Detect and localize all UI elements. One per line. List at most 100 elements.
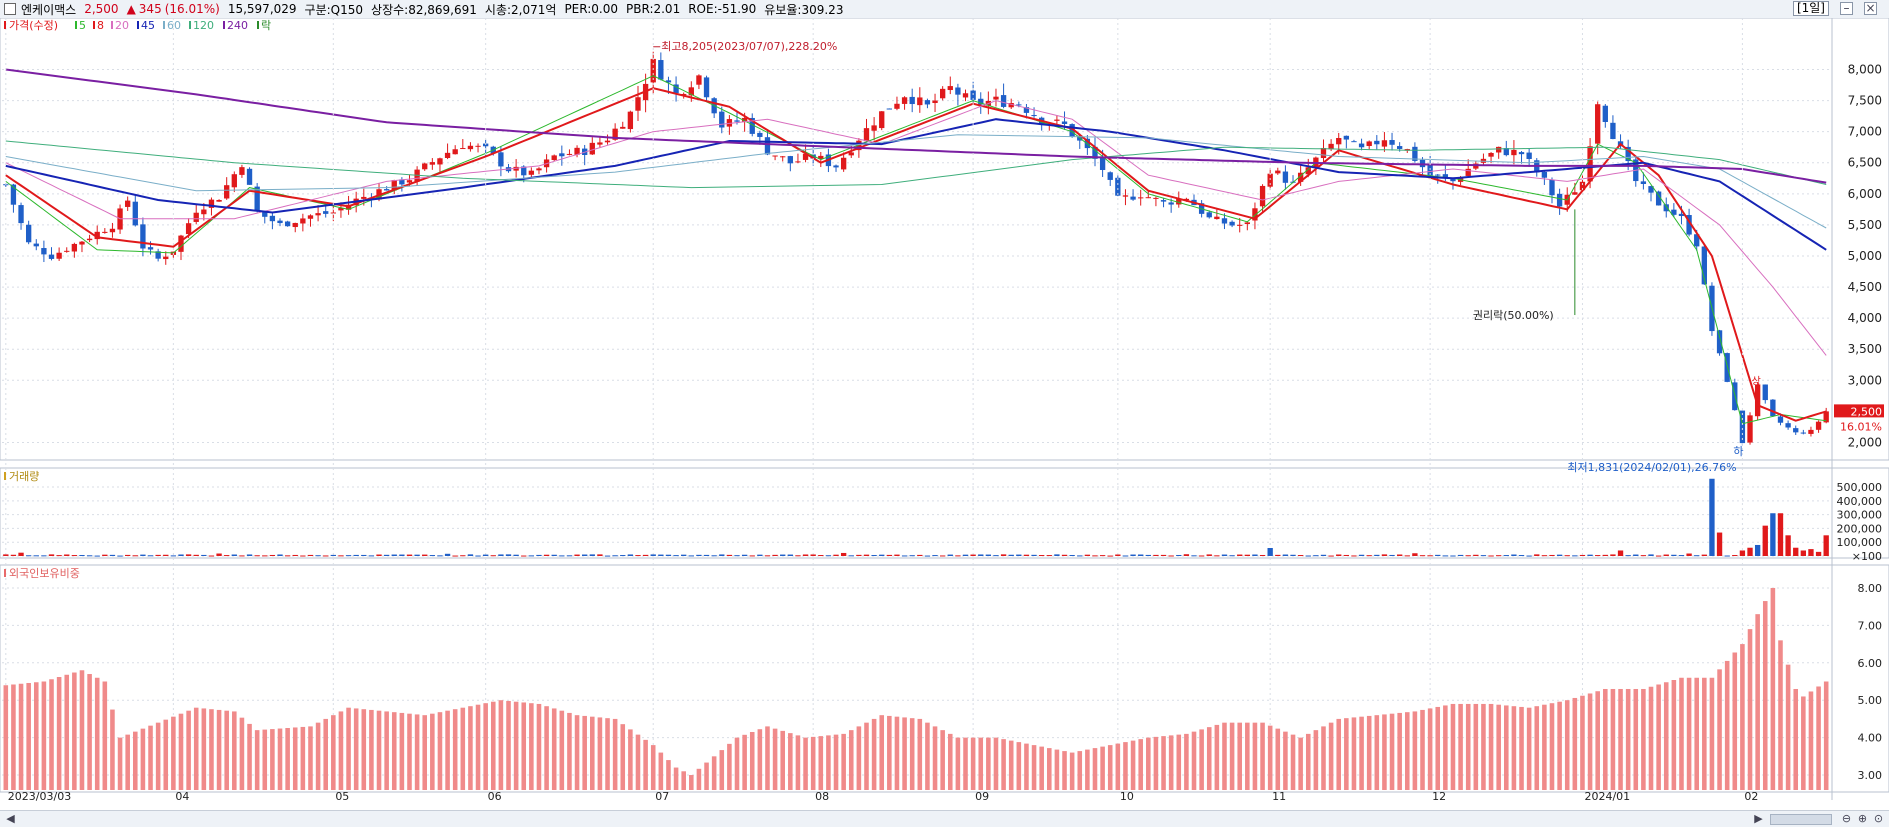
candle-body: [932, 100, 938, 104]
foreign-bar: [26, 682, 31, 790]
foreign-bar: [765, 726, 770, 790]
volume-bar: [741, 554, 748, 556]
candle-body: [1153, 197, 1159, 199]
candle-body: [1138, 197, 1144, 199]
candle-body: [726, 119, 733, 127]
foreign-bar: [1176, 734, 1182, 790]
foreign-bar: [331, 715, 336, 790]
volume-bar: [886, 554, 893, 556]
candle-body: [1237, 224, 1243, 226]
period-button[interactable]: [1일]: [1792, 1, 1829, 16]
bottom-scrollbar[interactable]: ◀ ▶ ⊖ ⊕ ⊙: [0, 810, 1889, 827]
close-icon[interactable]: ×: [1864, 1, 1877, 15]
candle-body: [665, 80, 672, 83]
foreign-bar: [1321, 726, 1326, 790]
scroll-right-icon[interactable]: ▶: [1754, 812, 1763, 825]
foreign-bar: [1511, 706, 1517, 790]
volume-bar: [117, 555, 123, 557]
volume-bar: [1404, 555, 1410, 557]
foreign-bar: [1740, 644, 1745, 790]
candle-body: [1016, 104, 1022, 106]
volume-bar: [1237, 554, 1243, 556]
volume-bar: [703, 554, 710, 556]
candle-body: [361, 196, 367, 199]
foreign-bar: [1762, 601, 1768, 790]
candle-body: [1526, 152, 1532, 159]
candle-body: [10, 184, 17, 205]
foreign-bar: [1671, 680, 1677, 790]
candle-body: [216, 199, 222, 202]
candle-body: [1655, 191, 1662, 206]
candle-body: [696, 75, 702, 85]
minimize-icon[interactable]: –: [1840, 2, 1853, 15]
foreign-bar: [1229, 722, 1235, 790]
candle-body: [589, 142, 595, 155]
volume-bar: [224, 555, 230, 557]
zoom-reset-icon[interactable]: ⊙: [1873, 812, 1884, 825]
foreign-bar: [1816, 686, 1821, 790]
foreign-bar: [826, 735, 831, 790]
volume-bar: [1427, 555, 1433, 557]
volume-bar: [1206, 554, 1212, 556]
checkbox[interactable]: [4, 3, 16, 15]
foreign-bar: [1663, 682, 1669, 790]
volume-bar: [1709, 478, 1715, 556]
scroll-left-icon[interactable]: ◀: [6, 812, 15, 825]
price-tick-label: 5,500: [1848, 218, 1882, 232]
candle-body: [1602, 105, 1608, 122]
candle-body: [1389, 140, 1395, 145]
foreign-bar: [1618, 688, 1623, 790]
volume-bar: [894, 554, 900, 556]
foreign-bar: [1168, 735, 1174, 790]
volume-bar: [1457, 554, 1464, 556]
volume-bar: [955, 555, 961, 557]
foreign-bar: [1473, 703, 1479, 790]
volume-bar: [277, 554, 283, 556]
candle-body: [1206, 212, 1212, 218]
volume-bar: [1153, 554, 1159, 556]
volume-bar: [1008, 554, 1014, 556]
candle-body: [1061, 121, 1068, 124]
volume-bar: [1077, 555, 1083, 557]
foreign-bar: [490, 701, 496, 790]
market-code: 구분:Q150: [304, 2, 364, 17]
foreign-bar: [361, 709, 367, 790]
volume-bar: [932, 555, 938, 557]
stock-name[interactable]: 엔케이맥스: [21, 2, 77, 17]
volume-bar: [1343, 554, 1350, 556]
foreign-bar: [1770, 587, 1776, 790]
volume-bar: [1412, 553, 1418, 556]
price-tick-label: 3,000: [1848, 373, 1882, 387]
candle-body: [604, 140, 611, 143]
foreign-bar: [193, 707, 199, 790]
volume-bar: [1031, 554, 1037, 556]
volume-bar: [871, 555, 877, 557]
candle-body: [703, 77, 710, 98]
foreign-bar: [1199, 729, 1204, 790]
foreign-bar: [56, 677, 62, 790]
foreign-bar: [1359, 716, 1364, 790]
candle-body: [1785, 423, 1791, 428]
volume-bar: [818, 555, 824, 557]
scroll-thumb[interactable]: [1770, 814, 1832, 825]
candle-body: [246, 168, 253, 185]
candle-body: [1473, 163, 1479, 169]
candle-body: [406, 180, 413, 183]
candle-body: [1374, 140, 1380, 145]
foreign-bar: [1267, 725, 1273, 790]
foreign-bar: [970, 737, 976, 790]
volume-bar: [1092, 555, 1098, 557]
volume-bar: [1198, 555, 1205, 557]
candle-body: [1160, 200, 1167, 202]
volume-bar: [490, 555, 496, 557]
volume-bar: [429, 555, 436, 557]
volume-bar: [1671, 554, 1677, 556]
zoom-out-icon[interactable]: ⊖: [1841, 812, 1852, 825]
volume-bar: [125, 554, 131, 556]
candle-body: [86, 238, 93, 241]
foreign-bar: [1801, 696, 1806, 790]
foreign-bar: [993, 737, 999, 790]
zoom-in-icon[interactable]: ⊕: [1857, 812, 1868, 825]
volume-bar: [673, 555, 679, 557]
volume-bar: [543, 554, 550, 556]
